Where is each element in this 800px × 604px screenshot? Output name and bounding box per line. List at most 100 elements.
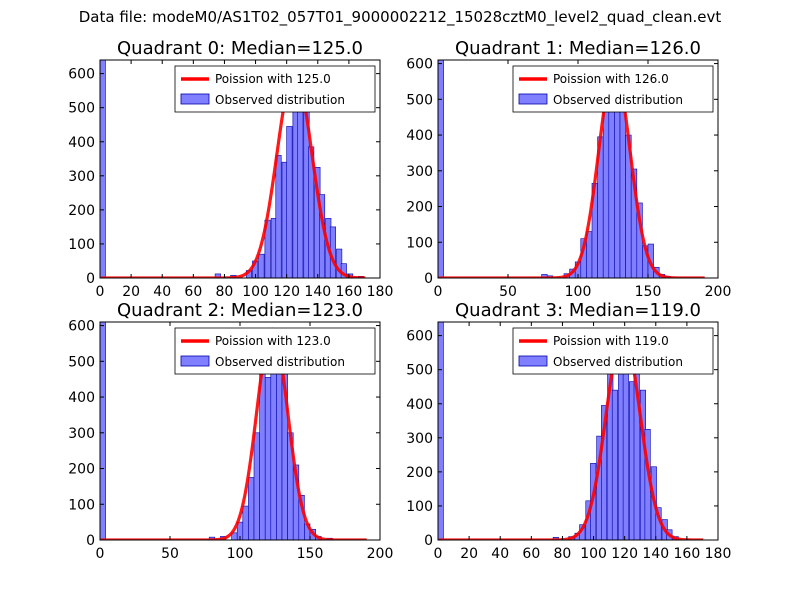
x-tick-label: 80: [554, 546, 572, 562]
subplot-title: Quadrant 3: Median=119.0: [455, 300, 701, 321]
y-tick-label: 500: [406, 92, 433, 108]
legend: Poission with 125.0 Observed distribution: [174, 65, 376, 113]
x-tick-label: 160: [336, 284, 363, 300]
y-tick-label: 200: [406, 200, 433, 216]
x-tick-label: 180: [367, 284, 394, 300]
histogram-bar: [619, 109, 626, 278]
y-tick-label: 100: [68, 237, 95, 253]
x-tick-label: 100: [580, 546, 607, 562]
y-tick-label: 400: [68, 135, 95, 151]
legend: Poission with 123.0 Observed distribution: [174, 327, 376, 375]
x-tick-label: 50: [161, 546, 179, 562]
legend-hist-label: Observed distribution: [553, 93, 683, 107]
y-tick-label: 600: [68, 67, 95, 83]
subplot-title: Quadrant 2: Median=123.0: [117, 300, 363, 321]
x-tick-label: 40: [491, 546, 509, 562]
x-tick-label: 0: [96, 546, 105, 562]
legend-curve-label: Poission with 119.0: [553, 334, 669, 348]
poisson-curve: [438, 67, 706, 278]
y-tick-label: 100: [406, 235, 433, 251]
legend: Poission with 126.0 Observed distribution: [512, 65, 714, 113]
histogram-bar: [259, 373, 266, 540]
y-tick-label: 500: [68, 354, 95, 370]
histogram-bar: [248, 477, 255, 540]
histogram-bar: [253, 432, 260, 540]
x-tick-label: 160: [674, 546, 701, 562]
histogram-bar: [611, 389, 618, 540]
y-tick-label: 400: [406, 397, 433, 413]
legend-hist-swatch: [180, 355, 210, 367]
x-tick-label: 20: [122, 284, 140, 300]
legend-curve-label: Poission with 125.0: [215, 72, 331, 86]
x-tick-label: 60: [522, 546, 540, 562]
subplot-1: Quadrant 1: Median=126.0 0 50 100 150 200 0 100…: [406, 38, 731, 300]
y-tick-label: 500: [406, 363, 433, 379]
x-tick-label: 140: [304, 284, 331, 300]
legend-hist-swatch: [180, 93, 210, 105]
y-tick-label: 600: [406, 57, 433, 73]
histogram-bar: [100, 322, 106, 540]
histogram-bar: [438, 60, 444, 278]
y-tick-label: 600: [68, 319, 95, 335]
y-tick-label: 300: [406, 164, 433, 180]
histogram-bar: [214, 273, 221, 278]
y-tick-label: 300: [68, 426, 95, 442]
poisson-curve: [100, 327, 368, 540]
x-tick-label: 180: [705, 546, 732, 562]
subplot-title: Quadrant 1: Median=126.0: [455, 38, 701, 59]
x-tick-label: 150: [635, 284, 662, 300]
axes-frame: [99, 59, 381, 279]
subplot-2: Quadrant 2: Median=123.0 0 50 100 150 200 0 100…: [68, 300, 393, 562]
histogram-bar: [242, 505, 249, 540]
x-tick-label: 150: [297, 546, 324, 562]
subplot-3: Quadrant 3: Median=119.00 20 40 60 80 100 120 1…: [406, 300, 731, 562]
y-tick-label: 300: [68, 169, 95, 185]
poisson-curve: [438, 330, 704, 540]
x-tick-label: 0: [434, 546, 443, 562]
x-tick-label: 200: [367, 546, 394, 562]
y-tick-label: 0: [424, 271, 433, 287]
x-tick-label: 0: [96, 284, 105, 300]
legend-hist-label: Observed distribution: [215, 355, 345, 369]
y-tick-label: 100: [406, 499, 433, 515]
histogram-bar: [276, 371, 283, 540]
histogram-bar: [601, 405, 608, 540]
histogram-bar: [275, 155, 282, 278]
subplot-0: Quadrant 0: Median=125.00 20 40 60 80 100 120 1…: [68, 38, 393, 300]
y-tick-label: 400: [406, 128, 433, 144]
legend-curve-label: Poission with 126.0: [553, 72, 669, 86]
histogram-bar: [100, 60, 106, 278]
x-tick-label: 100: [565, 284, 592, 300]
plot-area: [438, 60, 706, 278]
histogram-bar: [438, 322, 444, 540]
y-tick-label: 100: [68, 497, 95, 513]
histogram-bar: [286, 126, 293, 278]
x-tick-label: 40: [153, 284, 171, 300]
y-tick-label: 600: [406, 329, 433, 345]
y-tick-label: 300: [406, 431, 433, 447]
y-tick-label: 200: [68, 203, 95, 219]
plot-area: [438, 322, 704, 540]
histogram-bar: [264, 377, 272, 540]
y-tick-label: 200: [406, 465, 433, 481]
subplot-title: Quadrant 0: Median=125.0: [117, 38, 363, 59]
legend-curve-label: Poission with 123.0: [215, 334, 331, 348]
legend: Poission with 119.0 Observed distribution: [512, 327, 714, 375]
x-tick-label: 60: [184, 284, 202, 300]
x-tick-label: 140: [642, 546, 669, 562]
x-tick-label: 80: [216, 284, 234, 300]
x-tick-label: 0: [434, 284, 443, 300]
x-tick-label: 50: [499, 284, 517, 300]
y-tick-label: 500: [68, 101, 95, 117]
histogram-bar: [622, 347, 629, 540]
x-tick-label: 100: [242, 284, 269, 300]
legend-hist-label: Observed distribution: [553, 355, 683, 369]
y-tick-label: 200: [68, 462, 95, 478]
legend-hist-swatch: [518, 355, 548, 367]
x-tick-label: 120: [273, 284, 300, 300]
histogram-bar: [602, 107, 610, 278]
legend-hist-label: Observed distribution: [215, 93, 345, 107]
axes-frame: [437, 321, 719, 541]
